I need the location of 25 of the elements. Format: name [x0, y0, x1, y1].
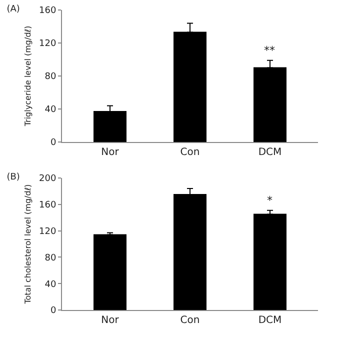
x-tick-label: DCM: [258, 147, 282, 158]
annotation: *: [267, 194, 273, 207]
y-axis-title: Total cholesterol level (mg/dℓ): [24, 184, 33, 305]
bar: [254, 214, 286, 310]
y-tick-label: 0: [50, 138, 56, 148]
y-axis-title: Triglyceride level (mg/dℓ): [24, 26, 33, 128]
y-tick-label: 160: [39, 200, 56, 211]
y-tick-label: 80: [44, 72, 56, 82]
chart-title: (A): [6, 4, 20, 14]
y-tick-label: 120: [39, 226, 56, 237]
x-tick-label: Nor: [101, 147, 120, 158]
y-tick-label: 40: [44, 105, 56, 116]
x-tick-label: Con: [180, 147, 200, 158]
x-tick-label: Nor: [101, 315, 120, 326]
bar: [94, 234, 126, 310]
y-tick-label: 200: [39, 174, 56, 184]
y-tick-label: 120: [39, 39, 56, 50]
y-tick-label: 0: [50, 306, 56, 316]
y-tick-label: 160: [39, 6, 56, 16]
annotation: **: [264, 44, 276, 57]
x-tick-label: Con: [180, 315, 200, 326]
y-tick-label: 40: [44, 280, 56, 290]
x-tick-label: DCM: [258, 315, 282, 326]
y-tick-label: 80: [44, 253, 56, 264]
chart-title: (B): [6, 172, 20, 182]
